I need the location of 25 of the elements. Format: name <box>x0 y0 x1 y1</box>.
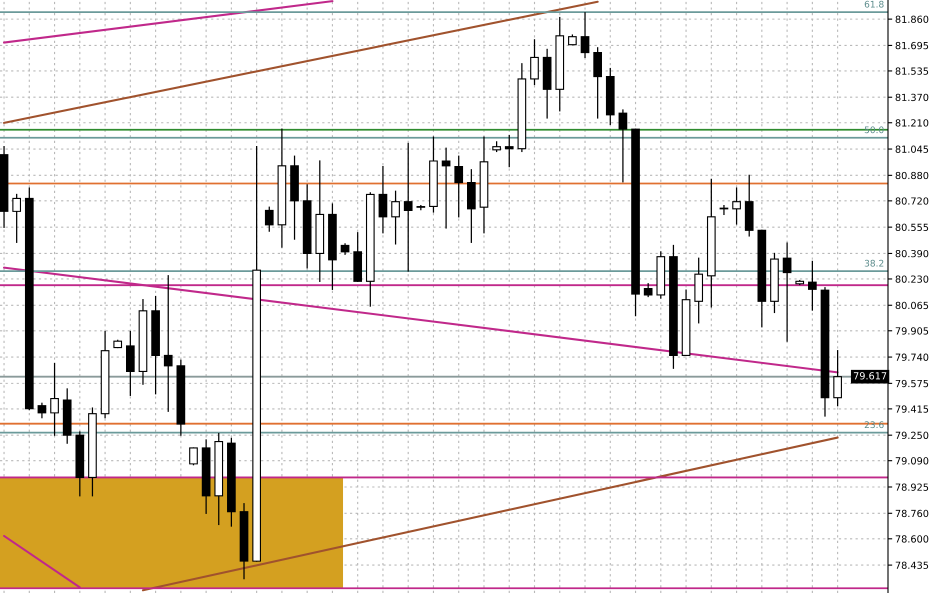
y-tick-label: 81.370 <box>896 94 928 102</box>
y-tick-label: 79.090 <box>896 457 928 465</box>
y-tick-label: 81.210 <box>896 119 928 127</box>
y-tick-label: 80.230 <box>896 275 928 283</box>
y-tick-label: 79.575 <box>896 380 928 388</box>
annotation: 61.8 <box>864 0 884 8</box>
y-tick-label: 79.905 <box>896 327 928 335</box>
y-tick-label: 79.740 <box>896 354 928 361</box>
y-tick-label: 81.860 <box>896 16 928 23</box>
y-tick-label: 80.390 <box>896 250 928 258</box>
y-tick-label: 79.250 <box>896 432 928 440</box>
y-tick-label: 81.045 <box>896 146 928 153</box>
ref-line-label: 79.617 <box>854 372 886 380</box>
y-tick-label: 79.415 <box>896 405 928 413</box>
y-tick-label: 80.880 <box>896 172 928 180</box>
annotation: 38.2 <box>864 260 884 267</box>
y-tick-label: 78.600 <box>896 535 928 543</box>
y-tick-label: 78.435 <box>896 562 928 569</box>
y-tick-label: 81.535 <box>896 67 928 75</box>
y-tick-label: 81.695 <box>896 42 928 50</box>
y-tick-label: 80.555 <box>896 224 928 231</box>
y-tick-label: 80.720 <box>896 197 928 205</box>
y-tick-label: 80.065 <box>896 302 928 310</box>
y-tick-label: 78.925 <box>896 483 928 491</box>
y-tick-label: 78.760 <box>896 510 928 518</box>
